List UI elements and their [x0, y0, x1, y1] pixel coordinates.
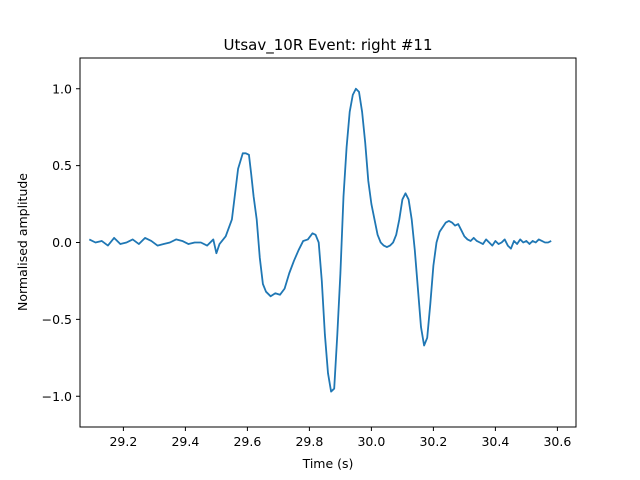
- plot-frame: [79, 57, 577, 428]
- x-tick-label: 29.2: [109, 434, 137, 449]
- x-tick-label: 30.0: [357, 434, 385, 449]
- y-tick-label: −0.5: [42, 312, 72, 327]
- y-axis-label: Normalised amplitude: [15, 173, 30, 311]
- x-tick-label: 30.4: [481, 434, 509, 449]
- x-tick-label: 29.4: [171, 434, 199, 449]
- x-tick-label: 29.8: [295, 434, 323, 449]
- y-tick-label: 0.5: [52, 158, 72, 173]
- y-tick-label: 1.0: [52, 81, 72, 96]
- y-tick-label: 0.0: [52, 235, 72, 250]
- series-line-0: [88, 87, 552, 393]
- x-tick-label: 30.6: [543, 434, 571, 449]
- ticks-layer: 29.2 29.4 29.6 29.8 30.0 30.2 30.4 30.6 −1.0 −0.5…: [42, 81, 572, 449]
- chart-title: Utsav_10R Event: right #11: [224, 36, 433, 55]
- x-axis-label: Time (s): [302, 456, 354, 471]
- series-layer: [88, 87, 552, 393]
- x-tick-label: 29.6: [233, 434, 261, 449]
- x-tick-label: 30.2: [419, 434, 447, 449]
- y-tick-label: −1.0: [42, 389, 72, 404]
